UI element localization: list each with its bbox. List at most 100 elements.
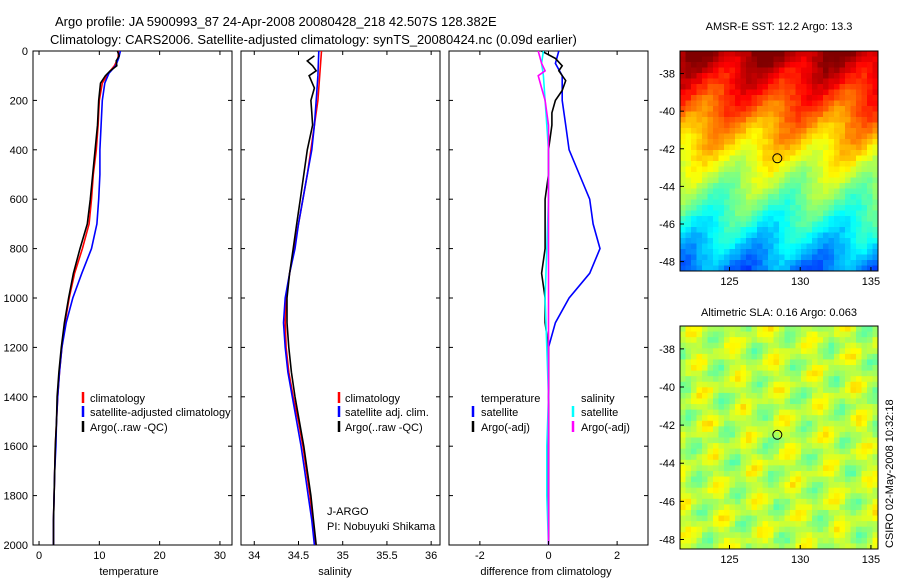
map-cell bbox=[812, 487, 819, 494]
map-cell bbox=[746, 73, 753, 80]
map-cell bbox=[779, 111, 786, 118]
map-cell bbox=[839, 365, 846, 372]
map-cell bbox=[718, 221, 725, 228]
map-cell bbox=[867, 409, 874, 416]
map-cell bbox=[817, 249, 824, 256]
map-cell bbox=[729, 504, 736, 511]
map-cell bbox=[680, 89, 687, 96]
map-cell bbox=[746, 56, 753, 63]
map-cell bbox=[735, 504, 742, 511]
map-cell bbox=[735, 470, 742, 478]
map-cell bbox=[713, 487, 720, 494]
map-cell bbox=[757, 128, 764, 135]
map-cell bbox=[757, 454, 764, 461]
map-cell bbox=[850, 172, 857, 179]
map-cell bbox=[773, 172, 780, 179]
map-cell bbox=[713, 465, 720, 472]
map-cell bbox=[696, 111, 703, 118]
map-cell bbox=[762, 326, 769, 333]
map-cell bbox=[839, 437, 846, 444]
map-cell bbox=[823, 326, 830, 333]
map-cell bbox=[702, 376, 709, 383]
map-cell bbox=[702, 381, 709, 388]
map-cell bbox=[707, 342, 714, 349]
map-cell bbox=[823, 331, 830, 338]
map-cell bbox=[773, 62, 780, 69]
map-cell bbox=[828, 515, 835, 522]
map-cell bbox=[795, 409, 802, 416]
map-cell bbox=[702, 172, 709, 179]
map-cell bbox=[757, 493, 764, 500]
map-cell bbox=[685, 254, 692, 261]
map-cell bbox=[779, 348, 786, 355]
map-cell bbox=[839, 326, 846, 333]
map-cell bbox=[867, 459, 874, 466]
map-cell bbox=[757, 205, 764, 212]
map-cell bbox=[757, 392, 764, 400]
map-cell bbox=[702, 521, 709, 528]
map-cell bbox=[856, 188, 863, 195]
map-cell bbox=[696, 144, 703, 151]
map-cell bbox=[806, 117, 813, 124]
map-cell bbox=[823, 254, 830, 261]
map-cell bbox=[696, 509, 703, 517]
map-cell bbox=[801, 543, 808, 549]
map-cell bbox=[812, 199, 819, 206]
map-cell bbox=[839, 526, 846, 533]
map-cell bbox=[696, 392, 703, 400]
map-cell bbox=[768, 426, 775, 433]
map-cell bbox=[685, 370, 692, 377]
map-cell bbox=[795, 100, 802, 107]
map-cell bbox=[773, 166, 780, 173]
map-cell bbox=[850, 188, 857, 195]
map-cell bbox=[685, 470, 692, 478]
map-cell bbox=[801, 144, 808, 151]
map-cell bbox=[713, 537, 720, 545]
map-cell bbox=[680, 238, 687, 245]
map-cell bbox=[812, 370, 819, 377]
map-cell bbox=[867, 62, 874, 69]
map-cell bbox=[839, 370, 846, 377]
map-cell bbox=[850, 243, 857, 250]
map-cell bbox=[762, 426, 769, 433]
map-cell bbox=[839, 100, 846, 107]
map-cell bbox=[828, 95, 835, 102]
map-cell bbox=[845, 509, 852, 517]
map-cell bbox=[696, 493, 703, 500]
map-y-tick-label: -42 bbox=[659, 420, 675, 432]
map-cell bbox=[839, 155, 846, 162]
map-cell bbox=[724, 243, 731, 250]
map-cell bbox=[691, 487, 698, 494]
map-cell bbox=[713, 249, 720, 256]
map-cell bbox=[823, 420, 830, 427]
map-cell bbox=[817, 243, 824, 250]
map-cell bbox=[861, 515, 868, 522]
map-cell bbox=[735, 537, 742, 545]
map-cell bbox=[757, 172, 764, 179]
map-cell bbox=[856, 183, 863, 190]
map-cell bbox=[718, 51, 725, 58]
map-cell bbox=[773, 493, 780, 500]
map-cell bbox=[828, 359, 835, 366]
map-cell bbox=[784, 161, 791, 168]
map-cell bbox=[801, 509, 808, 517]
map-cell bbox=[784, 537, 791, 545]
map-cell bbox=[713, 254, 720, 261]
map-cell bbox=[861, 504, 868, 511]
map-cell bbox=[784, 95, 791, 102]
map-cell bbox=[718, 448, 725, 455]
map-cell bbox=[680, 376, 687, 383]
map-cell bbox=[696, 128, 703, 135]
map-cell bbox=[801, 326, 808, 333]
map-cell bbox=[768, 543, 775, 549]
map-cell bbox=[795, 73, 802, 80]
map-cell bbox=[850, 89, 857, 96]
map-cell bbox=[790, 392, 797, 400]
map-cell bbox=[762, 509, 769, 517]
map-cell bbox=[795, 227, 802, 234]
map-cell bbox=[696, 415, 703, 422]
map-cell bbox=[845, 415, 852, 422]
map-cell bbox=[867, 210, 874, 217]
map-cell bbox=[768, 448, 775, 455]
map-cell bbox=[861, 260, 868, 267]
